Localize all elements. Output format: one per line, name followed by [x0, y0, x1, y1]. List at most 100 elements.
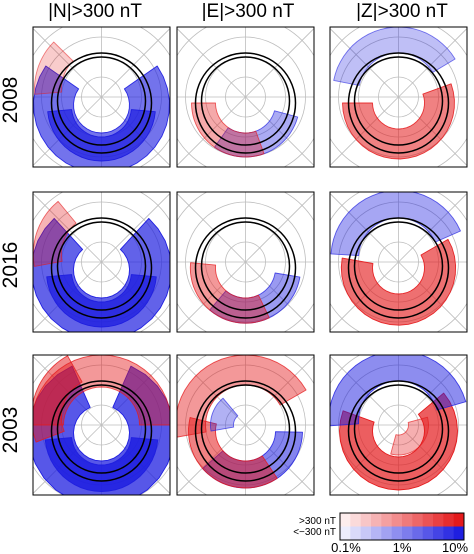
panel-2008-e — [176, 26, 315, 168]
colorbar-cell-positive — [371, 513, 382, 527]
oval-boundary-outer — [194, 380, 297, 482]
panels-grid — [32, 26, 468, 496]
grid-spoke — [398, 192, 467, 263]
oval-boundary-outer — [194, 217, 297, 319]
activity-region — [33, 355, 83, 443]
panel-content — [177, 192, 314, 332]
panel-frame — [32, 191, 171, 333]
panel-2008-n — [32, 26, 171, 168]
grid-spoke — [245, 192, 314, 263]
colorbar-cell-negative — [412, 526, 424, 540]
oval-boundary-inner — [353, 56, 444, 146]
row-label-2003: 2003 — [0, 407, 22, 454]
oval-boundary-inner — [353, 384, 444, 474]
panel-2003-n — [32, 354, 171, 496]
oval-boundary-outer — [347, 52, 450, 154]
oval-boundary-outer — [194, 52, 297, 154]
panel-content — [330, 27, 467, 167]
colorbar-frame — [339, 512, 465, 541]
grid-spoke — [177, 261, 246, 332]
activity-region — [33, 200, 77, 267]
panel-2003-e — [176, 354, 315, 496]
panel-2008-z — [329, 26, 468, 168]
panel-frame — [32, 26, 171, 168]
colorbar-cell-positive — [391, 513, 403, 527]
panel-2016-e — [176, 191, 315, 333]
panel-frame — [176, 26, 315, 168]
colorbar-cell-negative — [371, 526, 382, 540]
colorbar-cell-positive — [402, 513, 413, 527]
panel-content — [330, 192, 467, 332]
grid-spoke — [245, 27, 314, 98]
activity-region — [390, 416, 429, 456]
oval-boundary-inner — [200, 221, 291, 311]
grid-spoke — [101, 192, 170, 263]
panel-frame — [32, 354, 171, 496]
oval-boundary-inner — [353, 221, 444, 311]
oval-boundary-outer — [50, 52, 153, 154]
panel-content — [33, 192, 170, 332]
activity-region — [44, 437, 159, 492]
oval-boundary-outer — [347, 380, 450, 482]
legend-negative-label: <−300 nT — [293, 527, 336, 538]
legend-tick-high: 10% — [442, 540, 468, 554]
panel-content — [33, 355, 170, 495]
panel-content — [330, 355, 467, 495]
colorbar-cell-positive — [412, 513, 424, 527]
oval-boundary-outer — [50, 217, 153, 319]
grid-spoke — [245, 96, 314, 167]
grid-spoke — [177, 96, 246, 167]
panel-frame — [176, 354, 315, 496]
activity-region — [191, 102, 265, 158]
colorbar-cell-negative — [433, 526, 444, 540]
colorbar-cell-positive — [433, 513, 444, 527]
panel-2016-z — [329, 191, 468, 333]
colorbar-cell-negative — [422, 526, 434, 540]
oval-boundary-inner — [56, 221, 147, 311]
colorbar-legend: >300 nT <−300 nT 0.1% 1% 10% — [293, 512, 468, 554]
colorbar-cell-positive — [381, 513, 393, 527]
activity-region — [189, 262, 270, 324]
colorbar-cell-positive — [422, 513, 434, 527]
grid-spoke — [177, 355, 246, 426]
panel-content — [177, 27, 314, 167]
grid-spoke — [330, 27, 399, 98]
legend-tick-mid: 1% — [393, 540, 412, 554]
grid-spoke — [398, 27, 467, 98]
panel-content — [177, 355, 314, 495]
colorbar-cell-positive — [453, 513, 465, 527]
oval-boundary-inner — [56, 384, 147, 474]
colorbar-cell-positive — [360, 513, 372, 527]
column-title-z: |Z|>300 nT — [356, 1, 448, 22]
panel-2016-n — [32, 191, 171, 333]
oval-boundary-inner — [200, 384, 291, 474]
column-title-n: |N|>300 nT — [48, 1, 142, 22]
colorbar-cell-negative — [443, 526, 455, 540]
oval-boundary-outer — [50, 380, 153, 482]
legend-positive-label: >300 nT — [299, 516, 336, 527]
colorbar-cell-positive — [443, 513, 455, 527]
activity-region — [188, 417, 278, 489]
activity-region — [342, 83, 455, 160]
grid-spoke — [33, 192, 102, 263]
colorbar-cell-negative — [360, 526, 372, 540]
oval-boundary-inner — [200, 56, 291, 146]
grid-spoke — [101, 27, 170, 98]
colorbar-cell-negative — [453, 526, 465, 540]
panel-2003-z — [329, 354, 468, 496]
oval-boundary-outer — [347, 217, 450, 319]
panel-frame — [176, 191, 315, 333]
panel-frame — [329, 26, 468, 168]
panel-frame — [329, 354, 468, 496]
activity-region — [333, 27, 456, 86]
activity-region — [33, 355, 170, 426]
grid-spoke — [177, 27, 246, 98]
colorbar-cell-negative — [340, 526, 351, 540]
column-title-e: |E|>300 nT — [202, 1, 295, 22]
activity-region — [47, 109, 156, 162]
legend-tick-low: 0.1% — [331, 540, 361, 554]
activity-region — [340, 238, 457, 326]
grid-spoke — [245, 261, 314, 332]
panel-frame — [329, 191, 468, 333]
